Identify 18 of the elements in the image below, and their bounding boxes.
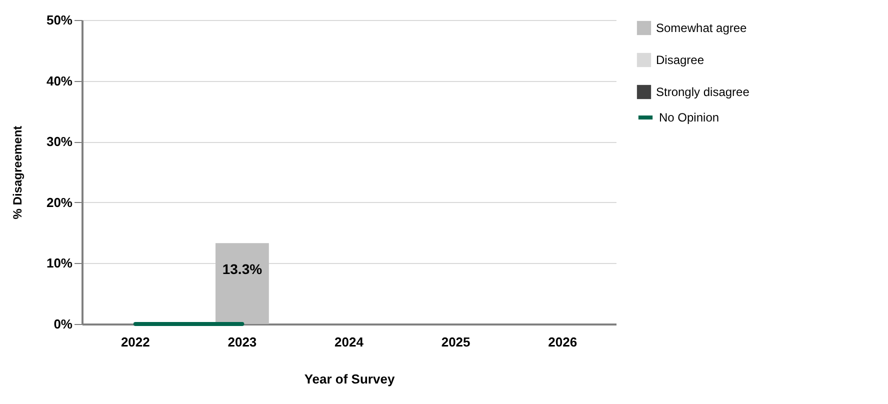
legend-label: Disagree: [656, 53, 704, 67]
x-tick-label: 2024: [334, 334, 364, 350]
y-tick-label: 30%: [46, 134, 73, 150]
x-axis-title: Year of Survey: [304, 372, 396, 386]
legend-label: Somewhat agree: [656, 21, 748, 35]
y-axis-title: % Disagreement: [10, 126, 24, 220]
x-tick-label: 2025: [441, 334, 470, 350]
legend-label: Strongly disagree: [656, 85, 750, 99]
x-tick-label: 2026: [548, 334, 578, 350]
x-tick-label: 2023: [228, 334, 257, 350]
data-label: 13.3%: [222, 261, 263, 278]
y-tick-label: 0%: [54, 316, 73, 332]
y-tick-label: 20%: [46, 194, 73, 210]
y-tick-label: 40%: [46, 73, 73, 88]
y-tick-label: 50%: [46, 12, 73, 28]
y-tick-label: 10%: [46, 256, 73, 271]
x-tick-label: 2022: [120, 334, 150, 350]
legend-label: No Opinion: [659, 110, 720, 124]
